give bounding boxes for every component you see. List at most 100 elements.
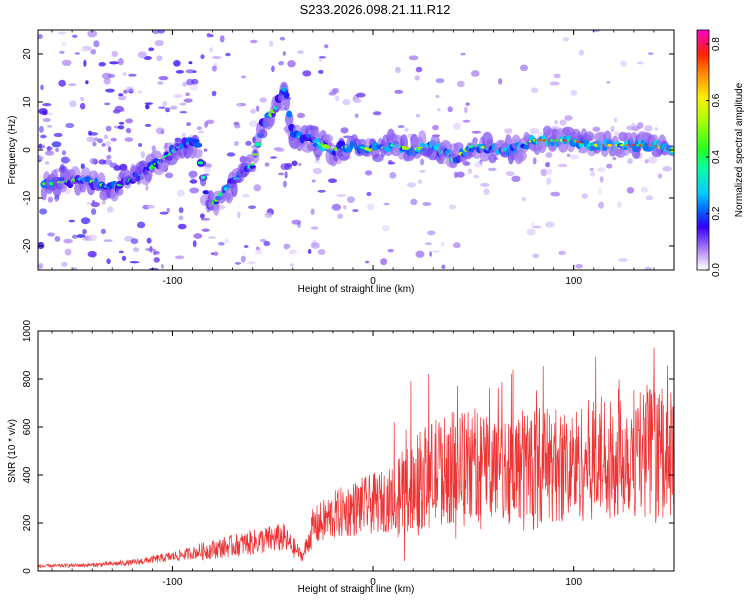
spectrogram-y-tick-label: 0 <box>22 147 33 153</box>
spectrogram-noise-blob <box>196 126 202 130</box>
spectrogram-y-tick-label: 20 <box>22 48 33 60</box>
spectrogram-noise-blob <box>74 52 81 55</box>
spectrogram-noise-blob <box>158 76 169 81</box>
spectrogram-noise-blob <box>419 169 426 173</box>
spectrogram-noise-blob <box>156 55 163 61</box>
spectrogram-noise-blob <box>279 36 286 41</box>
spectrogram-noise-blob <box>637 122 644 129</box>
spectrogram-ridge-halo <box>231 180 238 198</box>
spectrogram-noise-blob <box>38 156 45 160</box>
spectrogram-noise-blob <box>540 168 548 177</box>
spectrogram-noise-blob <box>275 147 285 152</box>
spectrogram-noise-blob <box>186 122 192 126</box>
spectrogram-noise-blob <box>246 261 256 265</box>
spectrogram-noise-blob <box>153 251 160 255</box>
spectrogram-noise-blob <box>38 108 48 115</box>
spectrogram-noise-blob <box>631 122 636 127</box>
spectrogram-noise-blob <box>415 250 425 258</box>
spectrogram-noise-blob <box>575 264 583 269</box>
spectrogram-noise-blob <box>483 188 490 196</box>
spectrogram-noise-blob <box>72 267 78 270</box>
snr-series-line <box>38 347 674 569</box>
spectrogram-ridge-halo <box>418 130 427 148</box>
spectrogram-noise-blob <box>200 218 211 221</box>
spectrogram-noise-blob <box>537 131 543 138</box>
spectrogram-noise-blob <box>647 156 658 164</box>
spectrogram-noise-blob <box>240 255 246 263</box>
spectrogram-noise-blob <box>380 258 388 266</box>
spectrogram-ridge-core <box>286 110 293 118</box>
spectrogram-noise-blob <box>545 161 551 168</box>
spectrogram-noise-blob <box>234 262 242 265</box>
spectrogram-noise-blob <box>383 202 390 206</box>
spectrogram-noise-blob <box>243 245 249 248</box>
spectrogram-noise-blob <box>105 88 115 93</box>
spectrogram-ridge-halo <box>372 153 384 163</box>
spectrogram-noise-blob <box>291 160 298 167</box>
spectrogram-noise-blob <box>270 156 277 159</box>
spectrogram-noise-blob <box>137 51 147 59</box>
spectrogram-noise-blob <box>122 72 127 76</box>
spectrogram-noise-blob <box>158 106 166 109</box>
spectrogram-noise-blob <box>206 32 211 38</box>
spectrogram-noise-blob <box>90 201 101 208</box>
spectrogram-noise-blob <box>138 143 143 147</box>
spectrogram-noise-blob <box>435 78 445 84</box>
spectrogram-y-label: Frequency (Hz) <box>7 116 18 185</box>
snr-frame <box>37 330 675 572</box>
spectrogram-noise-blob <box>69 100 77 108</box>
spectrogram-noise-blob <box>310 208 315 215</box>
spectrogram-noise-blob <box>148 47 155 52</box>
spectrogram-ridge-core <box>242 171 248 178</box>
spectrogram-noise-blob <box>149 245 153 253</box>
spectrogram-noise-blob <box>581 193 589 199</box>
spectrogram-noise-blob <box>626 125 634 131</box>
spectrogram-noise-blob <box>250 108 257 114</box>
spectrogram-noise-blob <box>264 162 270 167</box>
spectrogram-noise-blob <box>178 215 184 221</box>
spectrogram-ridge-halo <box>515 150 527 162</box>
spectrogram-noise-blob <box>313 159 321 164</box>
spectrogram-noise-blob <box>367 203 375 211</box>
spectrogram-noise-blob <box>259 238 267 243</box>
spectrogram-noise-blob <box>114 105 124 113</box>
spectrogram-noise-blob <box>657 173 663 179</box>
spectrogram-noise-blob <box>613 117 618 123</box>
spectrogram-noise-blob <box>250 39 258 44</box>
spectrogram-noise-blob <box>211 90 217 97</box>
spectrogram-noise-blob <box>61 261 68 267</box>
spectrogram-noise-blob <box>570 89 578 96</box>
spectrogram-noise-blob <box>189 172 196 180</box>
spectrogram-frame <box>37 29 675 271</box>
spectrogram-noise-blob <box>365 170 373 176</box>
spectrogram-noise-blob <box>241 75 246 79</box>
spectrogram-noise-blob <box>408 55 419 61</box>
spectrogram-noise-blob <box>100 228 106 235</box>
colorbar-tick-label: 0.4 <box>711 150 722 164</box>
spectrogram-noise-blob <box>178 207 184 214</box>
colorbar-label: Normalized spectral amplitude <box>734 82 745 217</box>
colorbar-axis: 0.0 0.2 0.4 0.6 0.8 <box>706 37 722 277</box>
spectrogram-noise-blob <box>91 208 97 216</box>
spectrogram-ridge-peak <box>252 153 258 156</box>
spectrogram-noise-blob <box>627 158 633 165</box>
spectrogram-noise-blob <box>204 121 209 128</box>
spectrogram-noise-blob <box>347 196 355 204</box>
spectrogram-noise-blob <box>45 150 55 156</box>
spectrogram-noise-blob <box>284 163 293 167</box>
spectrogram-noise-blob <box>283 243 291 249</box>
spectrogram-ridge-halo <box>258 128 268 139</box>
spectrogram-noise-blob <box>87 30 98 38</box>
spectrogram-noise-blob <box>564 115 573 121</box>
spectrogram-noise-blob <box>519 64 529 72</box>
spectrogram-y-tick-label: -20 <box>22 238 33 253</box>
spectrogram-noise-blob <box>61 42 67 47</box>
spectrogram-noise-blob <box>553 73 561 79</box>
spectrogram-noise-blob <box>107 146 112 153</box>
spectrogram-noise-blob <box>68 83 77 86</box>
spectrogram-noise-blob <box>144 123 152 127</box>
spectrogram-noise-blob <box>578 146 588 154</box>
